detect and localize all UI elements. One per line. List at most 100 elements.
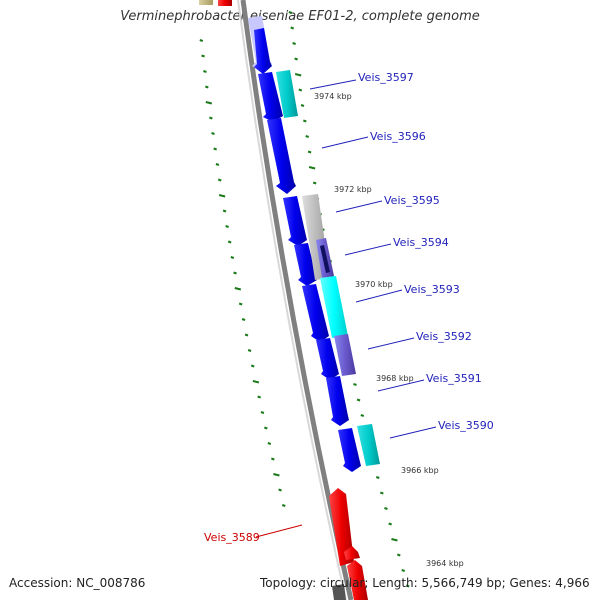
minor-tick — [264, 426, 268, 430]
minor-tick — [303, 119, 307, 123]
minor-tick — [294, 57, 298, 61]
minor-tick — [380, 491, 384, 495]
gene-label-veis-3596[interactable]: Veis_3596 — [370, 130, 426, 143]
minor-tick — [217, 178, 222, 182]
minor-tick — [244, 333, 249, 337]
gene-label-veis-3590[interactable]: Veis_3590 — [438, 419, 494, 432]
minor-tick — [267, 442, 272, 445]
leader-line — [309, 79, 357, 90]
leader-line — [335, 200, 383, 213]
gene-arrow — [283, 196, 307, 246]
minor-tick — [307, 150, 312, 154]
minor-tick — [241, 318, 246, 321]
major-tick — [252, 380, 260, 384]
gene-arrow-red — [344, 546, 360, 560]
gene-label-veis-3592[interactable]: Veis_3592 — [416, 330, 472, 343]
minor-tick — [213, 147, 217, 151]
major-tick — [273, 473, 280, 477]
minor-tick — [203, 70, 207, 73]
major-tick — [308, 166, 316, 170]
minor-tick — [356, 398, 361, 402]
minor-tick — [260, 411, 265, 414]
leader-line — [377, 379, 425, 392]
minor-tick — [199, 39, 204, 42]
minor-tick — [238, 302, 243, 306]
minor-tick — [201, 54, 205, 58]
gene-feature-darkgray — [332, 584, 346, 600]
kbp-labels: 3974 kbp 3972 kbp 3970 kbp 3968 kbp 3966… — [314, 92, 464, 568]
gene-arrow — [316, 338, 339, 380]
gene-arrow — [302, 284, 329, 342]
genome-backbone-highlight — [237, 0, 347, 600]
gene-features-outer — [276, 70, 380, 466]
minor-tick — [288, 11, 293, 14]
gene-feature-purple — [334, 334, 356, 376]
gene-label-veis-3594[interactable]: Veis_3594 — [393, 236, 449, 249]
major-tick — [218, 194, 226, 198]
gene-feature-cyan-bright — [320, 276, 348, 338]
gene-arrow — [254, 28, 272, 74]
leader-line — [355, 289, 403, 303]
minor-tick — [209, 116, 213, 120]
minor-tick — [281, 504, 286, 507]
minor-tick — [257, 395, 261, 399]
accession-text: Accession: NC_008786 — [9, 576, 146, 590]
minor-tick — [278, 488, 282, 492]
gene-features-red — [329, 488, 368, 600]
gene-arrow-red — [329, 488, 354, 566]
gene-feature-cyan — [357, 424, 380, 466]
gene-arrow-red — [347, 560, 368, 600]
kbp-label: 3974 kbp — [314, 92, 352, 101]
major-tick — [391, 538, 398, 542]
gene-feature-cyan — [276, 70, 298, 118]
minor-tick — [384, 507, 388, 510]
major-tick — [294, 73, 302, 77]
gene-arrow — [326, 376, 349, 426]
gene-label-veis-3589[interactable]: Veis_3589 — [204, 531, 260, 544]
minor-tick — [225, 225, 229, 228]
gene-arrow — [258, 72, 283, 122]
minor-tick — [388, 522, 392, 526]
gene-label-veis-3591[interactable]: Veis_3591 — [426, 372, 482, 385]
gene-label-veis-3595[interactable]: Veis_3595 — [384, 194, 440, 207]
topology-text: Topology: circular; Length: 5,566,749 bp… — [260, 576, 590, 590]
leader-line — [321, 136, 369, 149]
minor-tick — [312, 181, 317, 185]
gene-labels: Veis_3597 Veis_3596 Veis_3595 Veis_3594 … — [204, 71, 494, 544]
minor-tick — [271, 457, 275, 461]
kbp-label: 3970 kbp — [355, 280, 393, 289]
minor-tick — [227, 240, 232, 244]
major-tick — [234, 287, 242, 291]
major-tick — [205, 101, 213, 105]
leader-line — [367, 337, 415, 350]
minor-tick — [211, 132, 215, 135]
minor-tick — [305, 135, 309, 138]
minor-tick — [290, 26, 295, 30]
minor-tick — [247, 349, 252, 352]
minor-tick — [405, 584, 410, 588]
gene-label-leaders — [255, 79, 437, 538]
kbp-label: 3972 kbp — [334, 185, 372, 194]
kbp-label: 3966 kbp — [401, 466, 439, 475]
minor-tick — [396, 553, 401, 557]
gene-arrow — [338, 428, 361, 472]
minor-tick — [401, 569, 406, 572]
kbp-label: 3968 kbp — [376, 374, 414, 383]
minor-tick — [292, 42, 296, 45]
minor-tick — [353, 383, 357, 386]
gene-arrow — [267, 118, 296, 194]
leader-line — [389, 426, 437, 439]
minor-tick — [222, 209, 227, 213]
gene-arrows-inner — [248, 16, 361, 472]
minor-tick — [298, 88, 303, 92]
minor-tick — [205, 85, 209, 89]
leader-line — [255, 524, 303, 538]
gene-partial-red-top — [218, 0, 232, 6]
gene-label-veis-3597[interactable]: Veis_3597 — [358, 71, 414, 84]
map-title: Verminephrobacter eiseniae EF01-2, compl… — [120, 9, 480, 24]
scale-ticks — [199, 11, 410, 588]
gene-label-veis-3593[interactable]: Veis_3593 — [404, 283, 460, 296]
minor-tick — [250, 364, 255, 368]
gene-arrow — [294, 243, 317, 286]
